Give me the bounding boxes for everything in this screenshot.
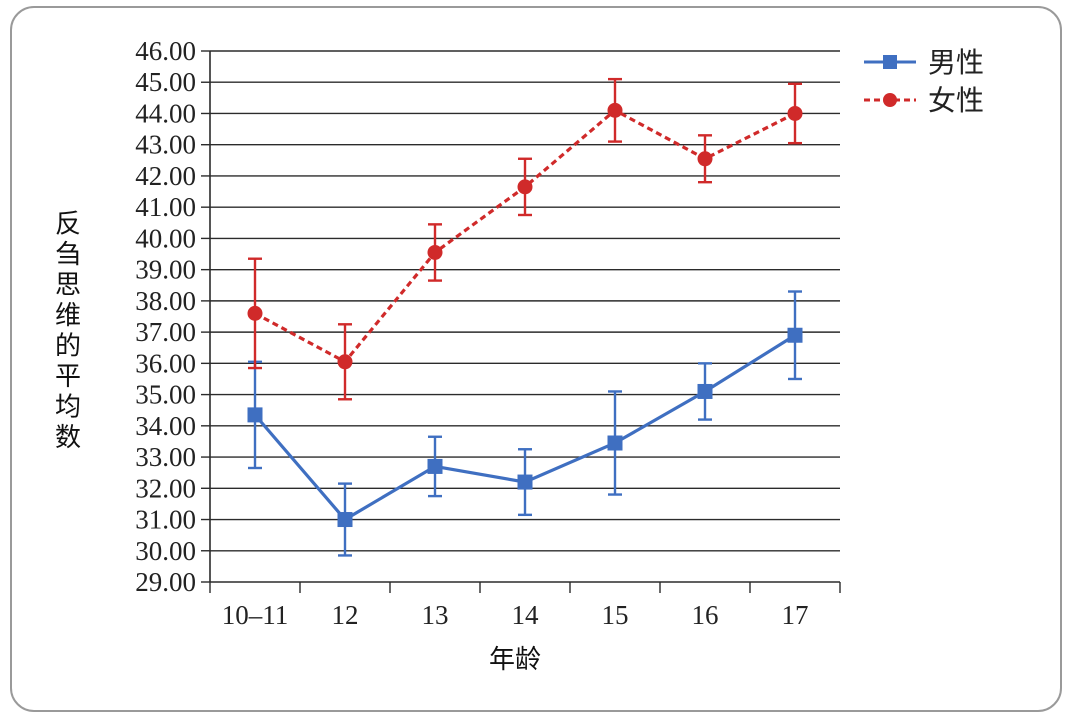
x-tick-label: 10–11 [222,600,289,630]
y-tick-label: 30.00 [135,536,196,566]
x-tick-label: 12 [332,600,359,630]
y-tick-label: 43.00 [135,130,196,160]
legend: 男性 女性 [864,46,984,117]
y-tick-label: 33.00 [135,442,196,472]
data-point [607,102,623,118]
x-tick-label: 17 [782,600,809,630]
series-line [254,108,796,364]
y-tick-label: 46.00 [135,36,196,66]
y-tick-label: 36.00 [135,348,196,378]
x-axis-title: 年龄 [489,645,541,675]
y-tick-label: 37.00 [135,317,196,347]
y-tick-label: 40.00 [135,223,196,253]
data-point [517,474,533,490]
data-point [607,435,623,451]
y-tick-label: 31.00 [135,505,196,535]
data-point [337,512,353,528]
legend-item-female: 女性 [864,84,984,117]
series-male [247,290,803,557]
legend-female-marker [883,93,897,107]
x-tick-label: 15 [602,600,629,630]
data-point [517,179,533,195]
series-female [247,77,803,401]
y-tick-label: 39.00 [135,255,196,285]
data-point [427,244,443,260]
legend-item-male: 男性 [864,46,984,79]
x-tick-label: 16 [692,600,719,630]
legend-male-marker [883,55,897,69]
y-tick-label: 42.00 [135,161,196,191]
data-point [337,354,353,370]
data-point [787,105,803,121]
y-tick-label: 32.00 [135,473,196,503]
x-tick-label: 14 [512,600,540,630]
gridlines [210,50,840,552]
y-tick-label: 29.00 [135,567,196,597]
data-point [697,151,713,167]
legend-female-label: 女性 [928,84,984,117]
series [247,77,803,557]
data-point [787,327,803,343]
data-point [247,305,263,321]
x-tick-labels: 10–11 12 13 14 15 16 17 [222,600,809,630]
axes [201,50,841,593]
y-tick-label: 41.00 [135,192,196,222]
y-axis-title: 反刍思维的平均数 [55,209,81,453]
chart-frame [10,6,1062,712]
data-point [427,458,443,474]
y-tick-label: 34.00 [135,411,196,441]
data-point [697,383,713,399]
y-tick-label: 44.00 [135,98,196,128]
x-tick-label: 13 [422,600,449,630]
legend-male-label: 男性 [928,46,984,79]
y-tick-label: 38.00 [135,286,196,316]
y-tick-label: 45.00 [135,67,196,97]
y-tick-labels: 29.0030.0031.0032.0033.0034.0035.0036.00… [135,36,196,597]
data-point [247,407,263,423]
y-tick-label: 35.00 [135,380,196,410]
